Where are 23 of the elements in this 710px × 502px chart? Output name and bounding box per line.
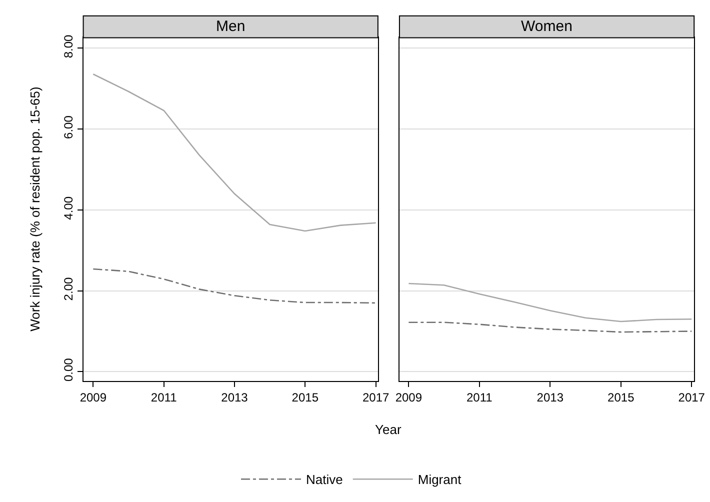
x-tick-label: 2013	[221, 390, 248, 404]
y-tick-label: 8.00	[61, 34, 76, 58]
legend-label: Migrant	[418, 472, 462, 488]
x-tick-label: 2011	[466, 390, 493, 404]
x-tick-label: 2009	[395, 390, 422, 404]
y-axis-title: Work injury rate (% of resident pop. 15-65)	[28, 86, 43, 332]
x-tick-label: 2015	[292, 390, 319, 404]
y-tick-label: 4.00	[61, 196, 76, 220]
line-series	[92, 73, 376, 232]
x-tick-label: 2015	[608, 390, 635, 404]
x-tick-label: 2013	[536, 390, 564, 404]
x-tick-label: 2011	[150, 390, 178, 404]
legend-label: Native	[306, 472, 343, 488]
y-tick-label: 6.00	[61, 115, 76, 139]
x-tick-label: 2017	[362, 390, 390, 404]
y-tick-label: 0.00	[61, 358, 76, 382]
y-tick-label: 2.00	[61, 277, 76, 301]
chart-title: Men	[216, 18, 246, 35]
line-series	[92, 268, 376, 304]
x-axis-title: Year	[375, 422, 402, 437]
x-tick-label: 2017	[678, 390, 706, 404]
chart-title: Women	[521, 18, 572, 35]
x-tick-label: 2009	[80, 390, 107, 404]
